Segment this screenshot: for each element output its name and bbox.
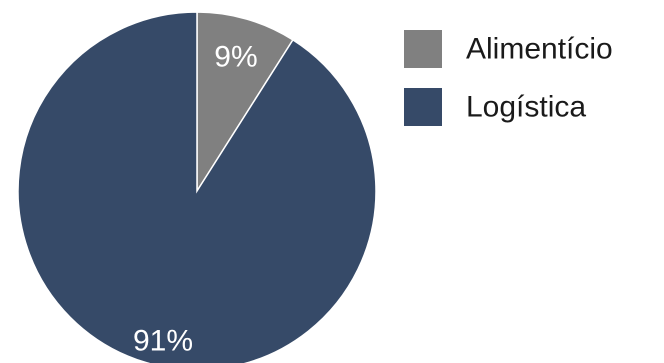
legend-swatch-1: [404, 30, 442, 68]
pie-slices: [17, 11, 377, 363]
data-label-1: 9%: [214, 40, 257, 73]
legend-swatch-2: [404, 88, 442, 126]
legend: Alimentício Logística: [404, 30, 613, 126]
data-label-2: 91%: [133, 325, 193, 358]
pie-data-labels: 9% 91%: [133, 40, 258, 357]
legend-label-1: Alimentício: [466, 33, 613, 66]
pie-slice-1: [196, 11, 294, 194]
pie-slice-2: [17, 11, 377, 363]
legend-label-2: Logística: [466, 91, 586, 124]
